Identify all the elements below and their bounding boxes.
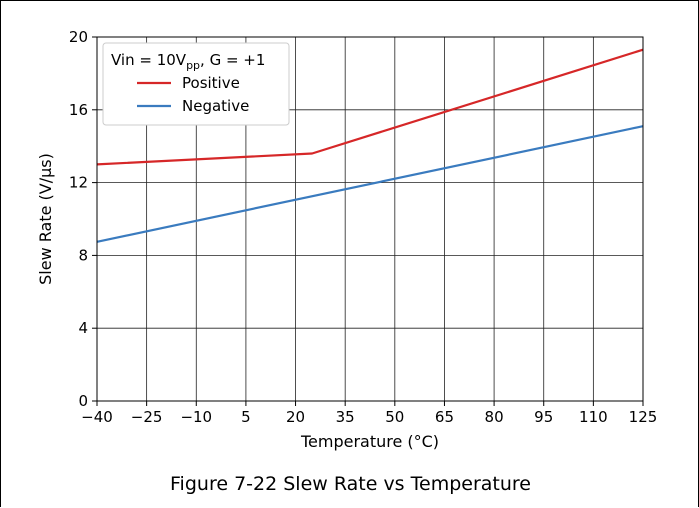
x-tick-label: 65 xyxy=(435,408,454,426)
legend-condition-suffix: , G = +1 xyxy=(200,51,265,69)
legend-condition-prefix: Vin = 10V xyxy=(111,51,187,69)
y-tick-label: 12 xyxy=(69,174,88,192)
x-tick-label: −10 xyxy=(180,408,212,426)
legend-label-negative: Negative xyxy=(182,97,249,115)
x-tick-label: 95 xyxy=(534,408,553,426)
series-line-positive xyxy=(96,48,644,166)
x-tick-label: 50 xyxy=(385,408,404,426)
y-tick-label: 4 xyxy=(78,319,88,337)
legend-condition: Vin = 10Vpp, G = +1 xyxy=(111,51,265,72)
x-tick-label: 125 xyxy=(629,408,658,426)
axis-ticks: −40 −25 −10 5 20 35 50 65 80 95 110 125 0 4 8 12 16 20 xyxy=(69,28,657,426)
x-tick-label: 35 xyxy=(336,408,355,426)
y-tick-label: 8 xyxy=(78,246,88,264)
y-tick-label: 0 xyxy=(78,392,88,410)
figure-caption: Figure 7-22 Slew Rate vs Temperature xyxy=(170,473,531,495)
series-lines xyxy=(96,48,644,243)
y-tick-label: 20 xyxy=(69,28,88,46)
x-axis-label: Temperature (°C) xyxy=(300,432,439,451)
y-axis-label: Slew Rate (V/µs) xyxy=(36,153,55,285)
y-tick-label: 16 xyxy=(69,101,88,119)
legend: Vin = 10Vpp, G = +1 Positive Negative xyxy=(102,42,290,126)
slew-rate-chart: −40 −25 −10 5 20 35 50 65 80 95 110 125 0 4 8 12 16 20 Te… xyxy=(36,28,657,451)
x-tick-label: −25 xyxy=(131,408,163,426)
x-tick-label: 5 xyxy=(241,408,251,426)
legend-entries: Positive Negative xyxy=(137,74,249,115)
series-line-negative xyxy=(96,125,644,243)
x-tick-label: 20 xyxy=(286,408,305,426)
legend-box xyxy=(102,42,290,126)
x-tick-label: −40 xyxy=(81,408,113,426)
x-tick-label: 110 xyxy=(579,408,608,426)
x-tick-label: 80 xyxy=(485,408,504,426)
legend-condition-subscript: pp xyxy=(186,59,200,72)
legend-label-positive: Positive xyxy=(182,74,240,92)
plot-area-border xyxy=(96,36,644,402)
